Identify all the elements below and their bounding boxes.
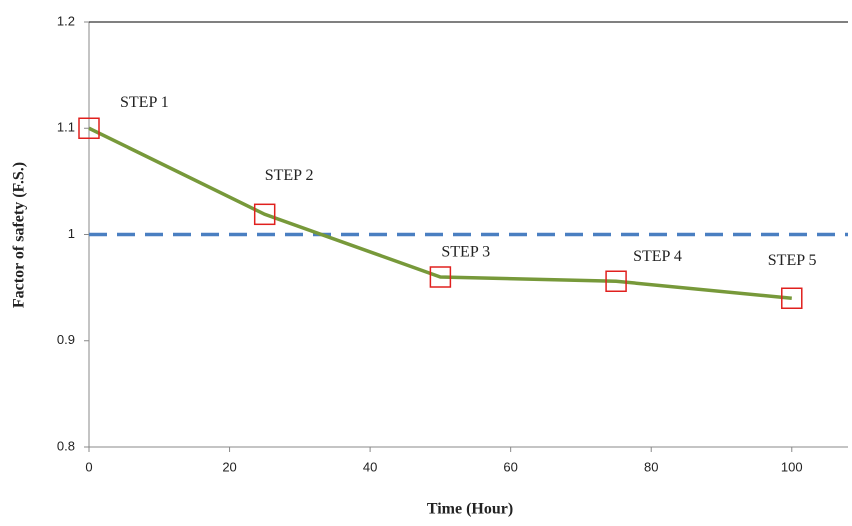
point-marker xyxy=(253,203,276,226)
point-marker xyxy=(781,287,803,309)
point-label: STEP 4 xyxy=(633,248,682,265)
y-tick-label: 0.9 xyxy=(57,332,75,347)
y-tick-label: 1.1 xyxy=(57,120,75,135)
y-tick-label: 1.2 xyxy=(57,13,75,28)
x-axis-title: Time (Hour) xyxy=(427,501,513,518)
y-tick-label: 1 xyxy=(68,226,75,241)
x-tick-label: 80 xyxy=(644,459,658,474)
point-label: STEP 2 xyxy=(265,167,314,184)
x-tick-label: 100 xyxy=(781,459,803,474)
point-label: STEP 5 xyxy=(768,252,817,269)
x-tick-label: 0 xyxy=(85,459,92,474)
x-tick-label: 20 xyxy=(222,459,236,474)
point-label: STEP 1 xyxy=(120,94,169,111)
series-line xyxy=(88,126,792,300)
point-marker xyxy=(429,266,452,288)
point-marker xyxy=(605,270,627,292)
y-axis-title: Factor of safety (F.S.) xyxy=(11,162,28,308)
point-marker xyxy=(78,117,100,139)
point-label: STEP 3 xyxy=(441,244,490,261)
y-tick-label: 0.8 xyxy=(57,438,75,453)
x-tick-label: 40 xyxy=(363,459,377,474)
x-tick-label: 60 xyxy=(503,459,517,474)
